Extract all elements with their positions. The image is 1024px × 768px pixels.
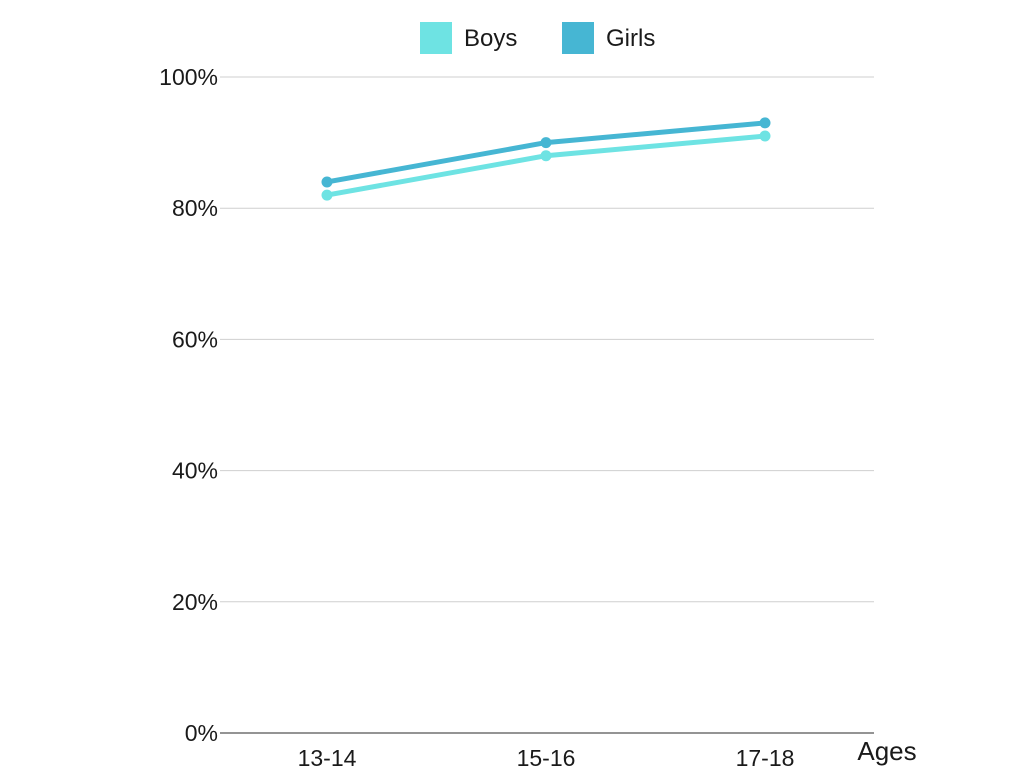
x-tick-labels: 13-14 15-16 17-18 [298,745,795,768]
x-tick-label: 13-14 [298,745,357,768]
data-point-boys [321,189,333,201]
legend-swatch-boys [420,22,452,54]
y-gridlines [220,76,874,734]
data-point-boys [540,150,552,162]
y-tick-labels: 0% 20% 40% 60% 80% 100% [159,64,218,746]
data-point-girls [540,137,552,149]
legend-swatch-girls [562,22,594,54]
x-axis-title: Ages [857,736,916,766]
legend: Boys Girls [420,22,655,54]
legend-label-boys: Boys [464,25,517,52]
y-tick-label: 40% [172,458,218,484]
x-tick-label: 15-16 [517,745,576,768]
y-tick-label: 20% [172,589,218,615]
legend-label-girls: Girls [606,25,655,52]
data-point-girls [759,117,771,129]
series-lines [321,117,771,201]
y-tick-label: 60% [172,326,218,352]
y-tick-label: 0% [185,720,218,746]
y-tick-label: 100% [159,64,218,90]
y-tick-label: 80% [172,195,218,221]
data-point-girls [321,176,333,188]
x-tick-label: 17-18 [736,745,795,768]
data-point-boys [759,130,771,142]
